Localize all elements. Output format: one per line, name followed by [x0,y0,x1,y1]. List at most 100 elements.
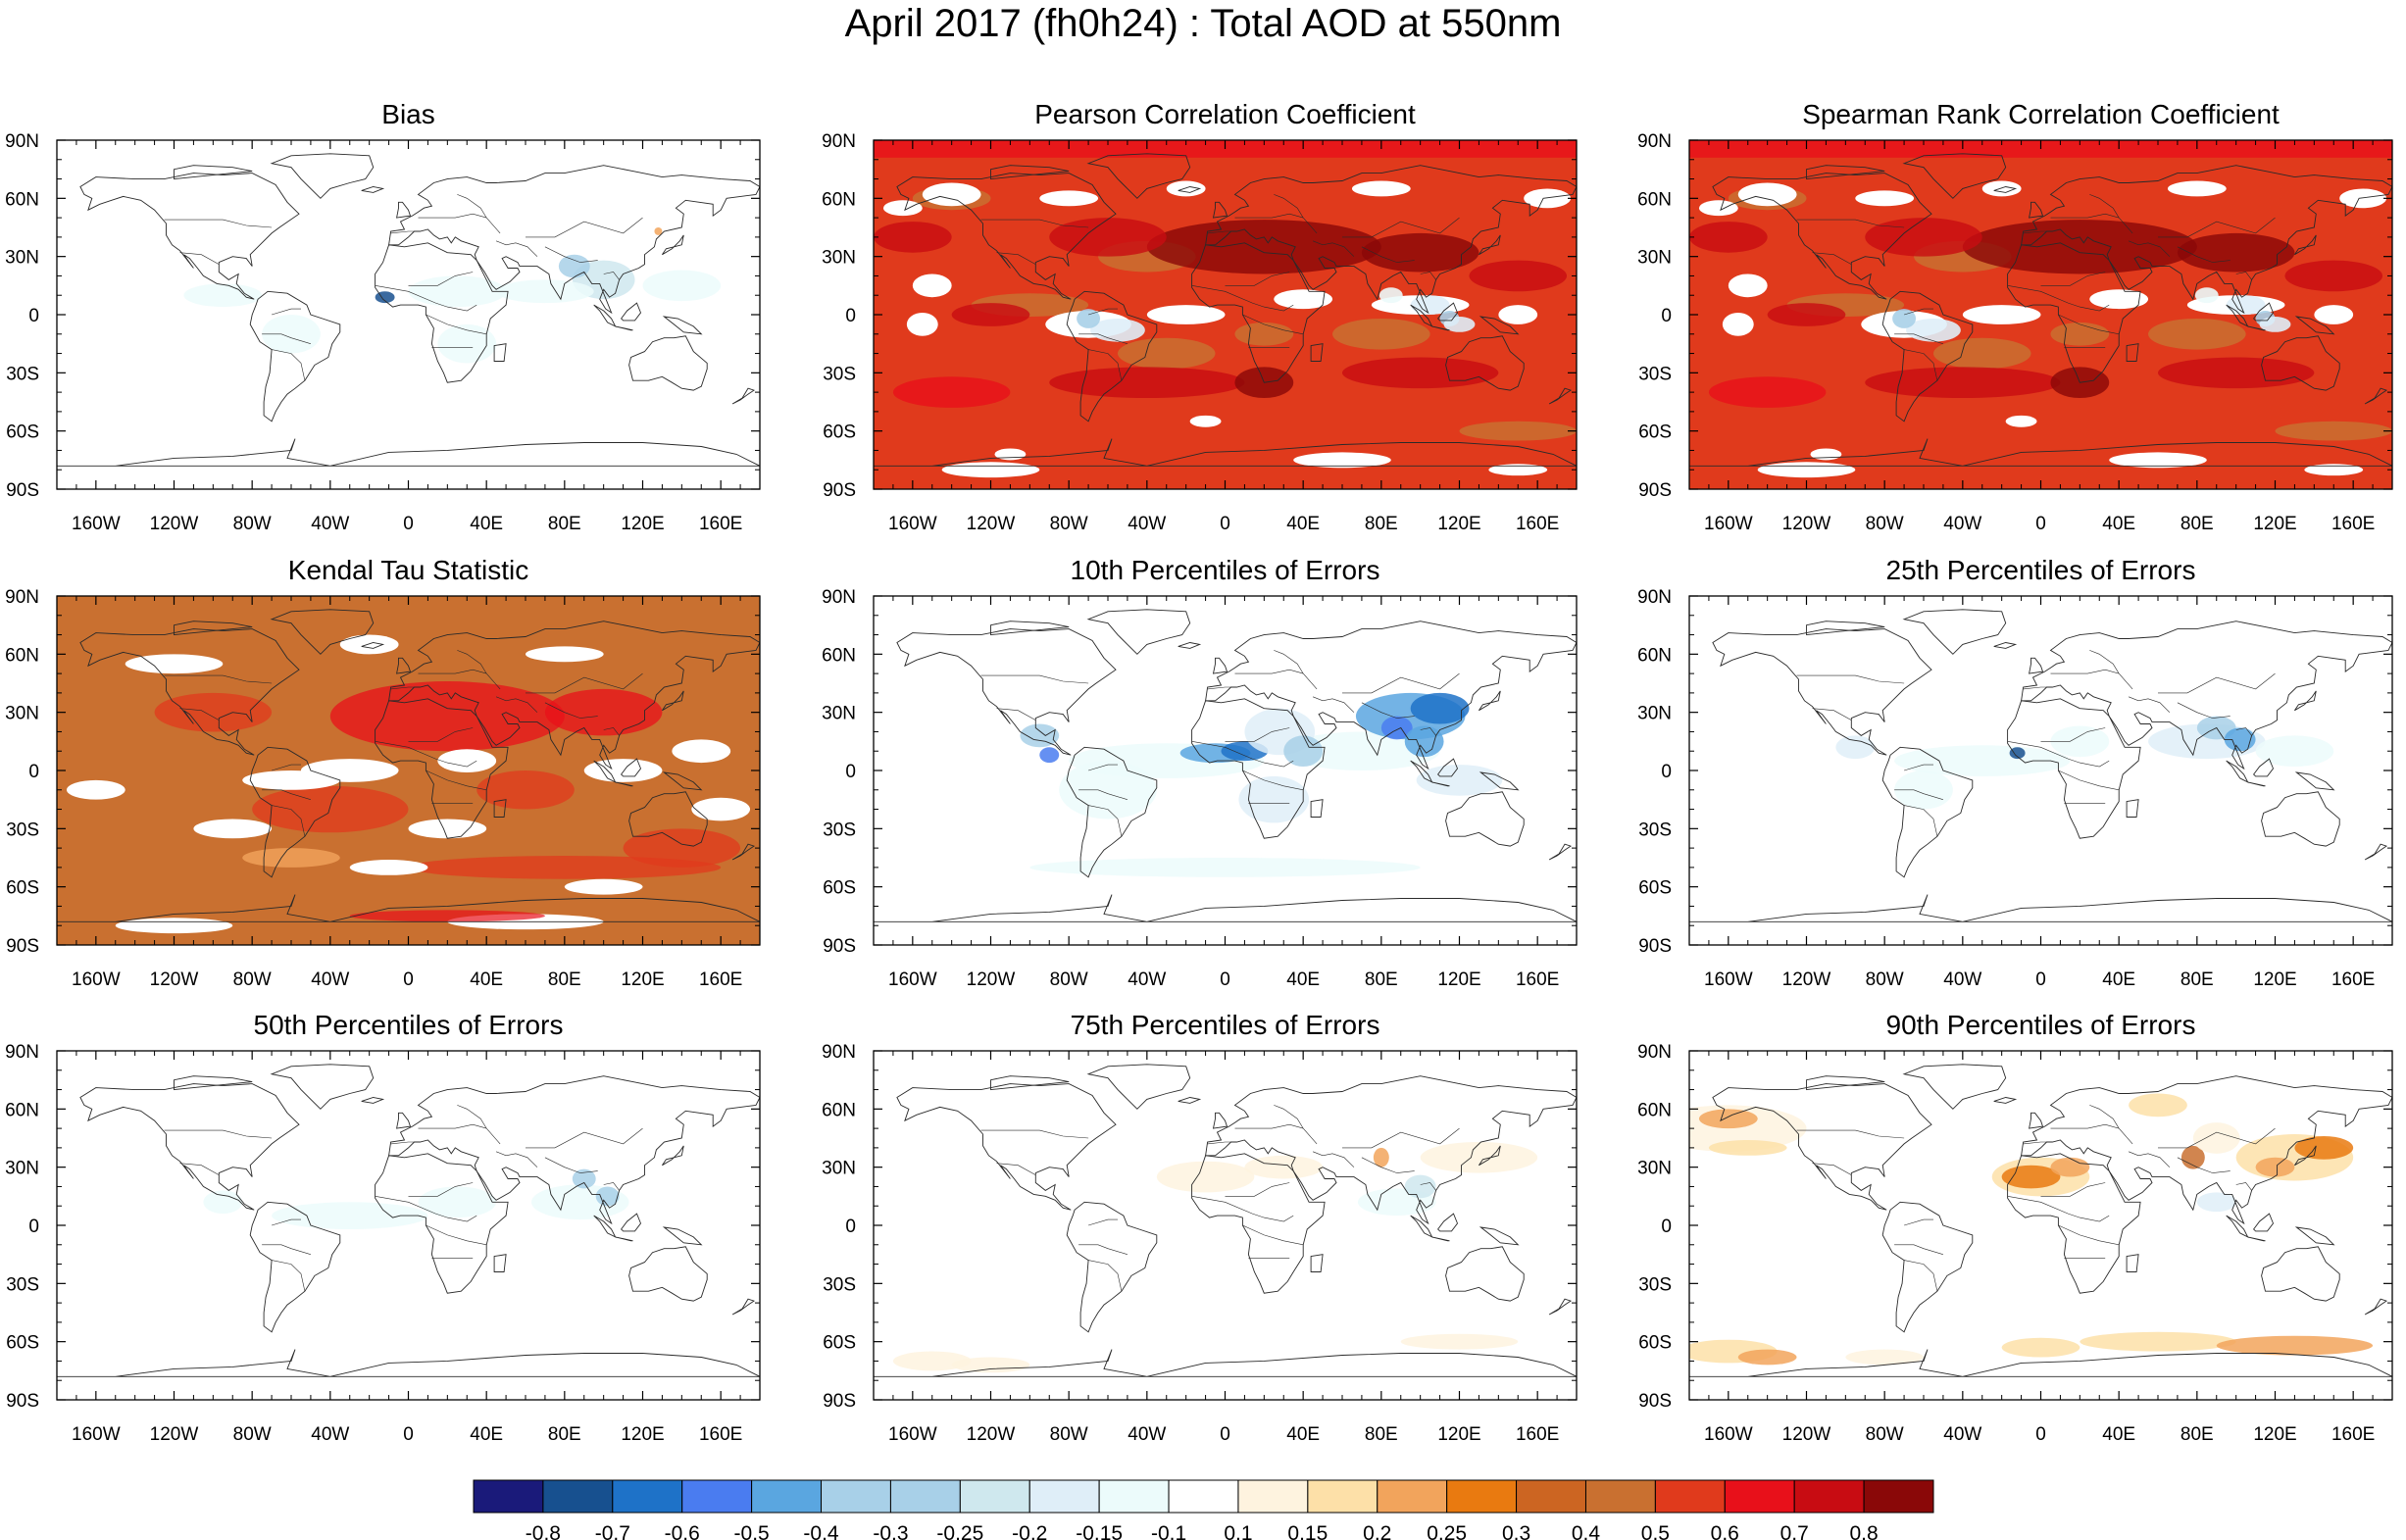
country-border [179,1163,220,1175]
country-border [980,1129,1089,1139]
field-blob [672,739,731,764]
coastline [2007,698,2141,839]
coastline [662,690,684,712]
coastline [1436,758,1459,777]
map-panel-kendall: Kendal Tau Statistic 90N 60N 30N 0 30S 60S 90S 1… [5,555,761,990]
field-blob [1077,309,1101,328]
coastline [2294,1145,2317,1167]
field-blob [2109,452,2207,469]
lon-label: 40E [1286,1424,1320,1445]
field-blob [2129,1093,2187,1118]
field-blob [1029,858,1421,877]
country-border [1207,1141,1231,1145]
colorbar-swatch [1237,1479,1309,1514]
coastline [1548,1298,1573,1316]
coastline [1712,628,1932,756]
coastline [662,234,684,256]
field-blob [262,315,321,354]
field-blob [252,785,409,833]
field-blob [1189,415,1222,427]
country-border [2007,1196,2110,1222]
country-border [179,252,220,265]
country-border [375,741,477,768]
country-border [1088,1218,1118,1226]
coastline [2021,621,2392,770]
country-border [2058,314,2120,335]
country-border [2058,770,2120,791]
field-blob [1757,462,1856,478]
lat-label: 90S [6,1391,39,1412]
coastline [1993,186,2018,193]
lon-label: 40E [1286,969,1320,990]
field-blob [2255,735,2334,768]
coastline [1993,1097,2018,1104]
field-blob [1039,190,1099,207]
lon-label: 40E [2102,969,2135,990]
lon-label: 40E [470,969,503,990]
country-border [1225,272,1290,286]
lon-label: 160E [699,1424,742,1445]
lat-label: 90S [6,480,39,501]
country-border [495,696,538,713]
lon-label: 40W [1943,514,1981,534]
field-blob [349,859,428,875]
colorbar-label: 0.5 [1641,1522,1670,1540]
field-blob [2089,289,2149,310]
lon-label: 120W [1782,1424,1831,1445]
lon-label: 120E [1437,1424,1480,1445]
field-blob [125,654,224,674]
field-blob [1865,218,1982,257]
field-blob [476,770,575,810]
country-border [2158,217,2276,238]
field-blob [1488,464,1548,476]
field-blob [874,222,952,253]
field-blob [1469,260,1568,292]
coastline [174,621,253,636]
coastline [1191,1153,1326,1294]
colorbar-label: -0.4 [803,1522,839,1540]
coastline [1205,621,1577,770]
coastline [1431,781,1450,787]
field-blob [1410,295,1450,315]
coastline [990,621,1070,636]
country-border [526,672,643,694]
lat-label: 30S [1638,1274,1672,1295]
coastline [361,1097,385,1104]
coastline [1479,316,1520,335]
lon-label: 40W [311,514,349,534]
lon-label: 160W [72,1424,121,1445]
country-border [1812,252,1852,265]
field-blob [1737,182,1797,207]
field-blob [2339,188,2387,209]
field-blob [1894,745,2071,776]
coastline [1479,1226,1520,1246]
lat-label: 30N [822,704,856,724]
country-border [1191,741,1294,768]
field-layer [57,596,760,945]
country-border [1894,789,1943,800]
field-blob [2224,727,2256,752]
colorbar-label: -0.25 [936,1522,983,1540]
field-blob [906,313,938,336]
country-border [390,230,415,234]
coastline [174,165,253,180]
lat-label: 30S [6,820,39,840]
country-border [2050,669,2120,674]
colorbar-swatch [1793,1479,1865,1514]
lat-label: 90N [822,131,856,152]
field-blob [941,462,1040,478]
figure-title: April 2017 (fh0h24) : Total AOD at 550nm [844,2,1562,45]
lat-label: 0 [28,762,39,782]
field-blob [882,200,923,217]
coastline [990,165,1070,180]
coastline [1205,1075,1577,1225]
coastline [1431,325,1450,331]
coastline [1806,165,1885,180]
lon-label: 80W [1866,514,1904,534]
field-blob [1524,188,1572,209]
lat-label: 0 [1661,1217,1672,1237]
country-border [1088,1260,1123,1292]
field-blob [2255,1157,2295,1177]
coastline [1479,1145,1501,1167]
lon-label: 120E [2253,969,2296,990]
